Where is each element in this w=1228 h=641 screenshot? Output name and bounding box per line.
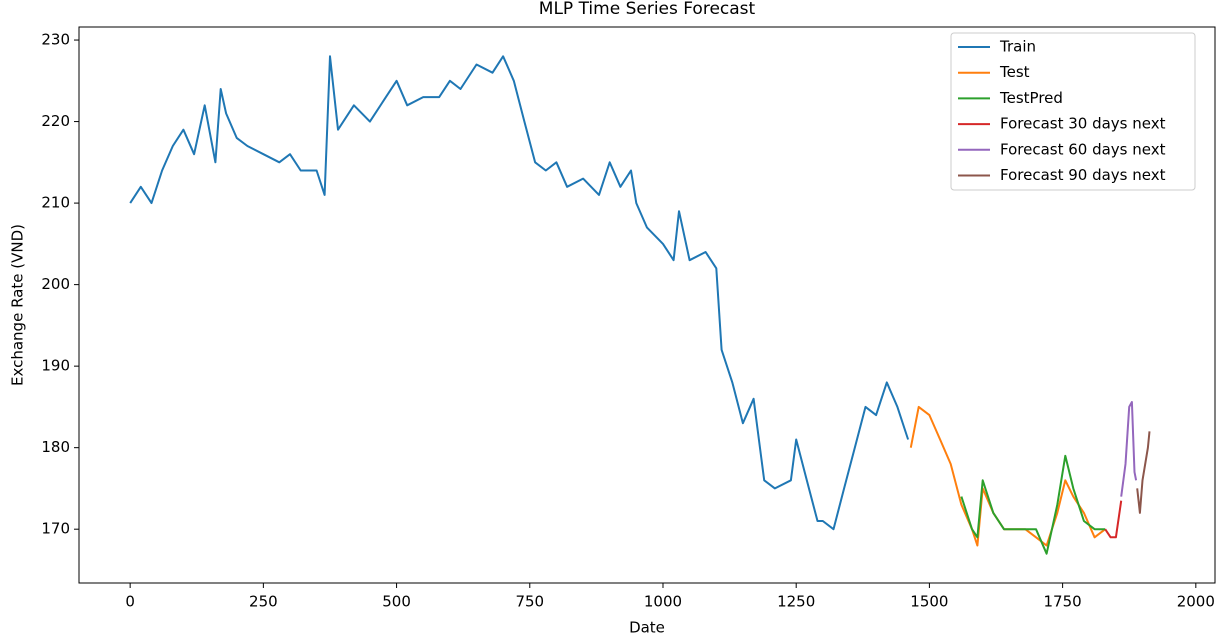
legend-label: Test bbox=[999, 63, 1030, 81]
x-tick-label: 0 bbox=[125, 593, 135, 611]
x-tick-label: 1750 bbox=[1044, 593, 1082, 611]
series-line bbox=[909, 405, 1106, 547]
x-tick-label: 2000 bbox=[1177, 593, 1215, 611]
legend-label: Forecast 90 days next bbox=[1000, 166, 1166, 184]
y-tick-label: 210 bbox=[41, 194, 70, 212]
chart-title: MLP Time Series Forecast bbox=[539, 0, 756, 19]
y-tick-label: 220 bbox=[41, 112, 70, 130]
series-line bbox=[1136, 431, 1151, 514]
series-line bbox=[129, 55, 910, 531]
y-tick-label: 170 bbox=[41, 520, 70, 538]
series-line bbox=[1120, 401, 1138, 497]
y-tick-label: 190 bbox=[41, 357, 70, 375]
y-axis-label: Exchange Rate (VND) bbox=[9, 224, 27, 386]
legend-label: Forecast 30 days next bbox=[1000, 115, 1166, 133]
legend-label: Forecast 60 days next bbox=[1000, 140, 1166, 158]
legend-label: TestPred bbox=[999, 89, 1063, 107]
x-tick-label: 750 bbox=[515, 593, 544, 611]
y-tick-label: 200 bbox=[41, 275, 70, 293]
y-tick-label: 180 bbox=[41, 438, 70, 456]
x-tick-label: 500 bbox=[382, 593, 411, 611]
x-tick-label: 1250 bbox=[777, 593, 815, 611]
y-tick-label: 230 bbox=[41, 31, 70, 49]
x-tick-label: 1500 bbox=[910, 593, 948, 611]
x-axis-label: Date bbox=[629, 619, 665, 637]
legend-label: Train bbox=[999, 38, 1036, 56]
legend-box bbox=[950, 32, 1196, 191]
legend: Train Test TestPred Forecast 30 days next Fo… bbox=[950, 32, 1196, 191]
series-line bbox=[1104, 500, 1123, 539]
series-line bbox=[960, 454, 1106, 555]
x-tick-label: 1000 bbox=[644, 593, 682, 611]
plot-area bbox=[78, 26, 1216, 584]
x-tick-label: 250 bbox=[249, 593, 278, 611]
